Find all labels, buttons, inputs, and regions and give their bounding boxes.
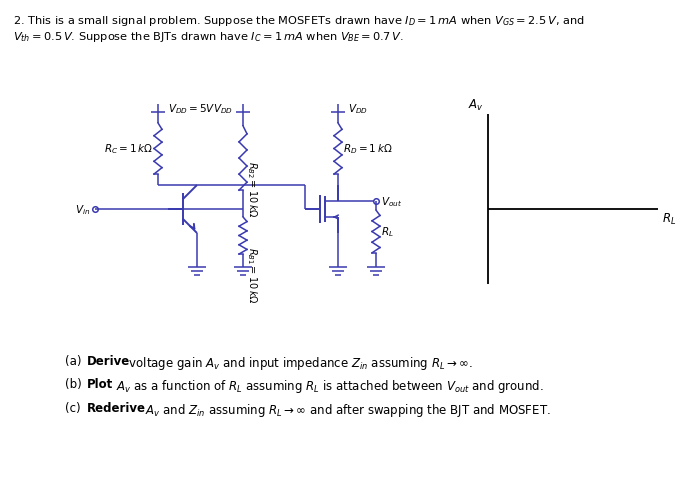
Text: (c): (c)	[65, 401, 80, 414]
Text: Rederive: Rederive	[87, 401, 146, 414]
Text: $R_{B2} = 10\,k\Omega$: $R_{B2} = 10\,k\Omega$	[245, 161, 259, 218]
Text: Derive: Derive	[87, 354, 130, 367]
Text: $R_L$: $R_L$	[381, 225, 394, 239]
Text: $V_{DD}$: $V_{DD}$	[213, 102, 233, 116]
Text: $A_v$ and $Z_{in}$ assuming $R_L \rightarrow \infty$ and after swapping the BJT : $A_v$ and $Z_{in}$ assuming $R_L \righta…	[142, 401, 551, 418]
Text: $A_v$ as a function of $R_L$ assuming $R_L$ is attached between $V_{out}$ and gr: $A_v$ as a function of $R_L$ assuming $R…	[113, 377, 544, 394]
Text: $V_{DD} = 5V$: $V_{DD} = 5V$	[168, 102, 216, 116]
Text: $R_C = 1\,k\Omega$: $R_C = 1\,k\Omega$	[104, 142, 153, 156]
Text: $V_{out}$: $V_{out}$	[381, 195, 402, 208]
Text: $V_{DD}$: $V_{DD}$	[348, 102, 368, 116]
Text: voltage gain $A_v$ and input impedance $Z_{in}$ assuming $R_L \rightarrow \infty: voltage gain $A_v$ and input impedance $…	[125, 354, 473, 371]
Text: (a): (a)	[65, 354, 81, 367]
Text: Plot: Plot	[87, 377, 113, 390]
Text: $V_{in}$: $V_{in}$	[75, 203, 90, 216]
Text: $R_D = 1\,k\Omega$: $R_D = 1\,k\Omega$	[343, 142, 393, 156]
Text: $A_v$: $A_v$	[468, 98, 484, 113]
Text: $R_L$: $R_L$	[662, 211, 676, 226]
Text: (b): (b)	[65, 377, 82, 390]
Text: $V_{th} = 0.5\,V$. Suppose the BJTs drawn have $I_C = 1\,mA$ when $V_{BE} = 0.7\: $V_{th} = 0.5\,V$. Suppose the BJTs draw…	[13, 30, 404, 44]
Text: 2. This is a small signal problem. Suppose the MOSFETs drawn have $I_D = 1\,mA$ : 2. This is a small signal problem. Suppo…	[13, 14, 585, 28]
Text: $R_{B1} = 10\,k\Omega$: $R_{B1} = 10\,k\Omega$	[245, 246, 259, 303]
